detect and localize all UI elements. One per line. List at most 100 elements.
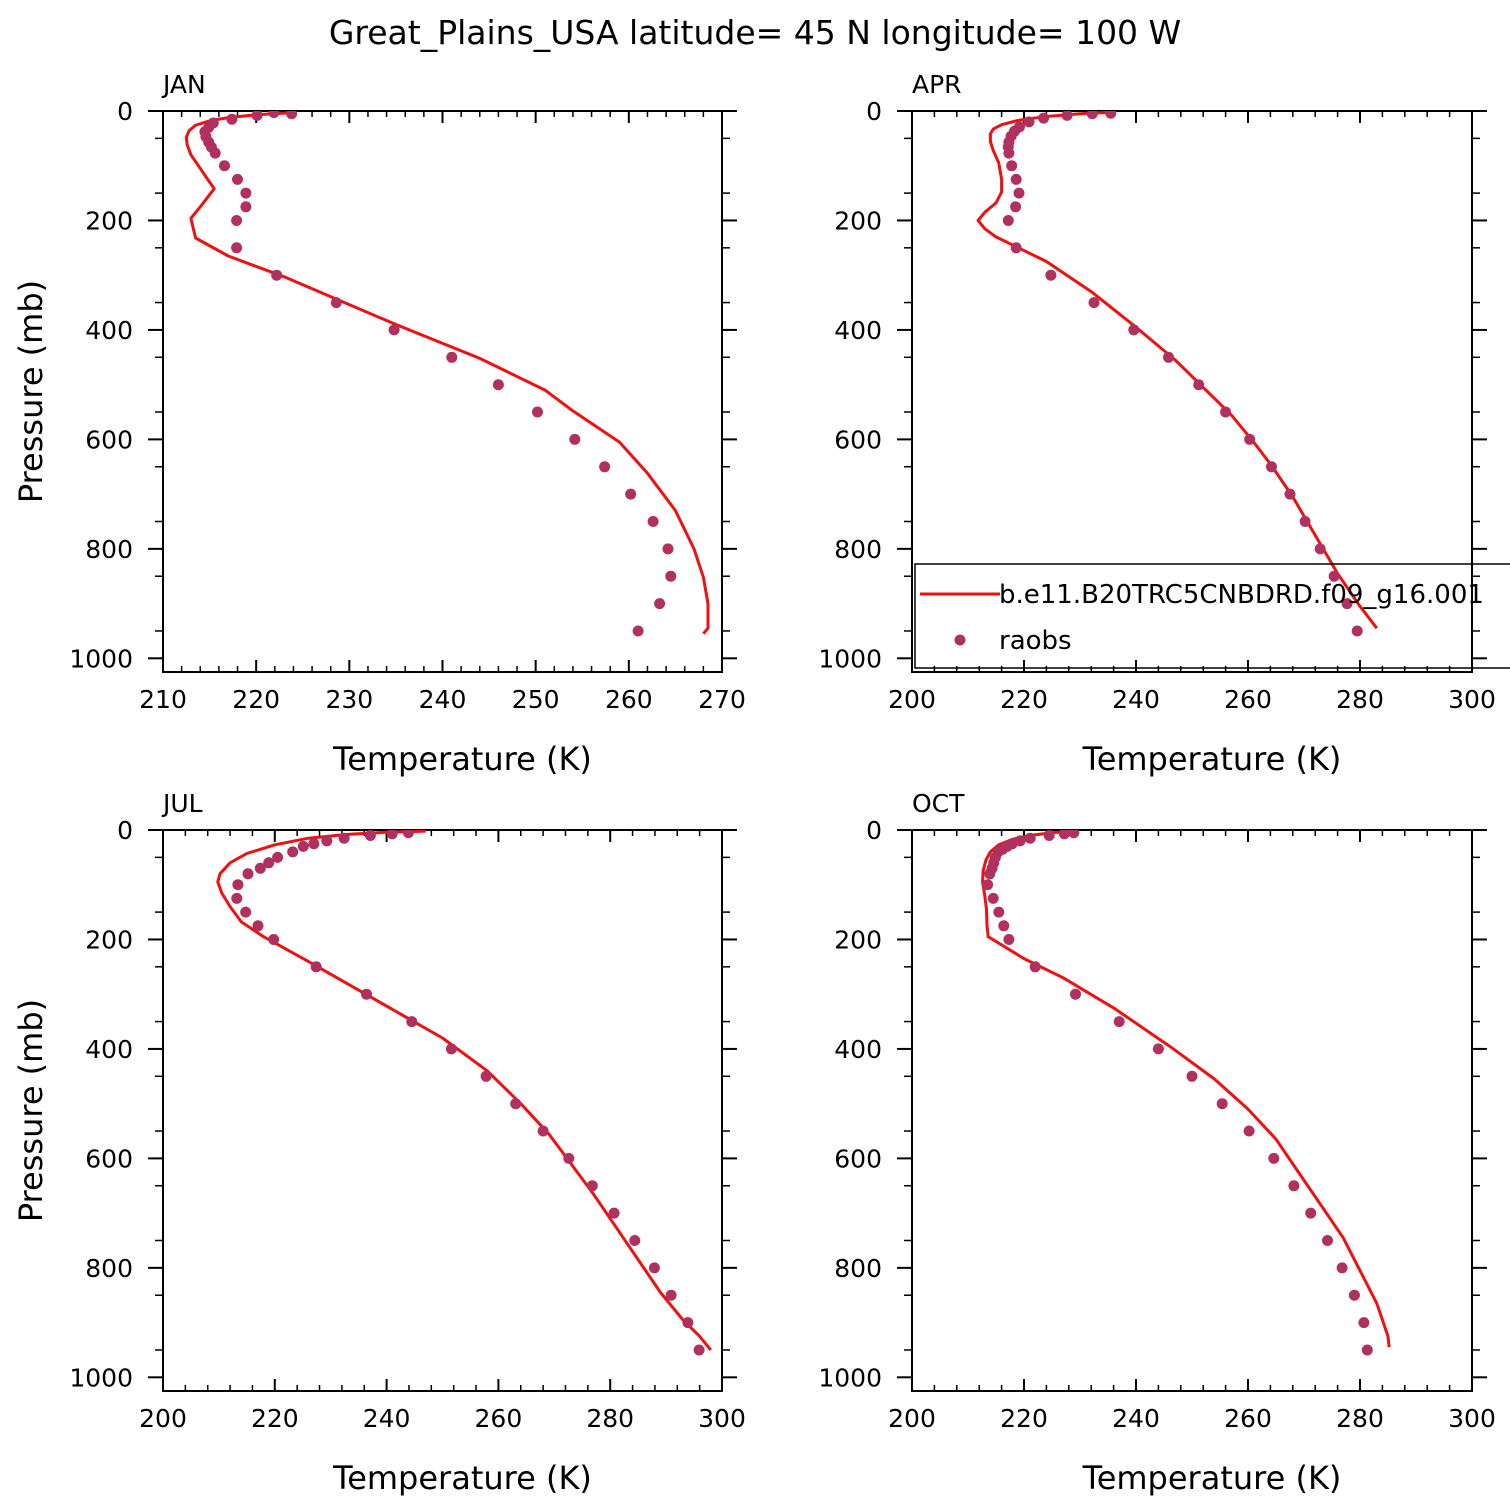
raobs-point (297, 840, 309, 852)
raobs-point (1045, 269, 1057, 281)
raobs-point (1351, 625, 1363, 637)
panel-title: APR (912, 70, 962, 99)
raobs-point (1128, 324, 1140, 336)
x-axis-label: Temperature (K) (1082, 1459, 1342, 1497)
x-tick-label: 200 (139, 1404, 187, 1433)
y-tick-label: 600 (834, 425, 882, 454)
x-tick-label: 200 (888, 685, 936, 714)
raobs-point (386, 830, 398, 840)
raobs-point (240, 187, 252, 199)
raobs-point (321, 835, 333, 847)
y-tick-label: 0 (866, 97, 882, 126)
raobs-point (1010, 173, 1022, 185)
raobs-point (569, 433, 581, 445)
y-tick-label: 600 (85, 1144, 133, 1173)
raobs-point (263, 857, 275, 869)
x-tick-label: 280 (586, 1404, 634, 1433)
raobs-point (388, 324, 400, 336)
x-tick-label: 240 (363, 1404, 411, 1433)
raobs-point (1006, 160, 1018, 172)
raobs-point (532, 406, 543, 418)
y-tick-label: 1000 (818, 1363, 882, 1392)
data-layer (216, 830, 712, 1356)
panel-title: JAN (161, 70, 206, 99)
y-tick-label: 800 (85, 1254, 133, 1283)
raobs-point (361, 988, 372, 1000)
raobs-point (406, 1016, 418, 1028)
x-axis-label: Temperature (K) (332, 740, 592, 778)
raobs-point (1024, 832, 1036, 844)
raobs-point (338, 832, 350, 844)
raobs-point (993, 906, 1005, 918)
model-profile-line (184, 111, 710, 635)
raobs-point (632, 625, 644, 637)
raobs-point (240, 906, 252, 918)
plot-panel-jan: JAN 210 220 230 240 250 260 270 0 200 400 600 800 100… (12, 70, 746, 778)
raobs-point (308, 838, 320, 850)
raobs-point (1029, 961, 1041, 973)
y-tick-label: 200 (834, 925, 882, 954)
y-tick-label: 400 (85, 316, 133, 345)
y-tick-label: 400 (85, 1035, 133, 1064)
raobs-point (1163, 351, 1174, 363)
x-tick-label: 240 (1112, 685, 1160, 714)
raobs-point (982, 879, 994, 891)
x-tick-label: 220 (1000, 1404, 1048, 1433)
raobs-point (1023, 116, 1035, 128)
raobs-point (1070, 988, 1081, 1000)
raobs-point (1010, 201, 1022, 213)
raobs-point (1186, 1070, 1198, 1082)
raobs-point (231, 242, 243, 254)
raobs-point (286, 111, 298, 120)
data-layer (976, 111, 1378, 637)
y-tick-label: 1000 (69, 644, 133, 673)
raobs-point (1013, 187, 1025, 199)
data-layer (184, 111, 710, 637)
raobs-point (446, 351, 458, 363)
raobs-point (231, 215, 243, 226)
x-tick-label: 280 (1336, 685, 1384, 714)
raobs-point (1043, 830, 1055, 841)
y-tick-label: 800 (834, 535, 882, 564)
raobs-point (268, 111, 280, 119)
raobs-point (608, 1207, 620, 1219)
raobs-point (1068, 830, 1080, 839)
raobs-point (1266, 461, 1277, 473)
raobs-point (232, 879, 244, 891)
y-tick-label: 400 (834, 1035, 882, 1064)
raobs-point (998, 920, 1010, 932)
raobs-point (1299, 516, 1311, 527)
raobs-point (510, 1098, 522, 1110)
axes-frame (162, 829, 723, 1392)
raobs-point (662, 543, 674, 555)
raobs-point (629, 1235, 641, 1246)
x-tick-label: 230 (325, 685, 373, 714)
x-tick-label: 220 (1000, 685, 1048, 714)
raobs-point (232, 173, 243, 185)
y-tick-label: 200 (834, 206, 882, 235)
y-tick-label: 0 (117, 816, 133, 845)
x-tick-label: 220 (232, 685, 280, 714)
raobs-point (665, 570, 677, 582)
legend-box (914, 563, 1510, 669)
plot-panel-apr: APR 200 220 240 260 280 300 0 200 400 600 800 1000 Te… (818, 70, 1510, 778)
raobs-point (1268, 1152, 1280, 1164)
raobs-point (1361, 1344, 1373, 1356)
x-tick-label: 260 (1224, 685, 1272, 714)
raobs-point (599, 461, 611, 473)
legend-label-model: b.e11.B20TRC5CNBDRD.f09_g16.001 (999, 580, 1484, 610)
raobs-point (1003, 934, 1015, 945)
raobs-point (648, 1262, 660, 1274)
raobs-point (364, 830, 376, 841)
axes-frame (911, 110, 1473, 673)
raobs-point (1305, 1207, 1317, 1219)
y-tick-label: 1000 (69, 1363, 133, 1392)
raobs-point (242, 868, 254, 880)
raobs-point (1314, 543, 1326, 555)
x-tick-label: 300 (1448, 685, 1496, 714)
raobs-point (1010, 242, 1022, 254)
raobs-point (1003, 147, 1015, 159)
raobs-point (1086, 111, 1098, 120)
raobs-point (1336, 1262, 1348, 1274)
